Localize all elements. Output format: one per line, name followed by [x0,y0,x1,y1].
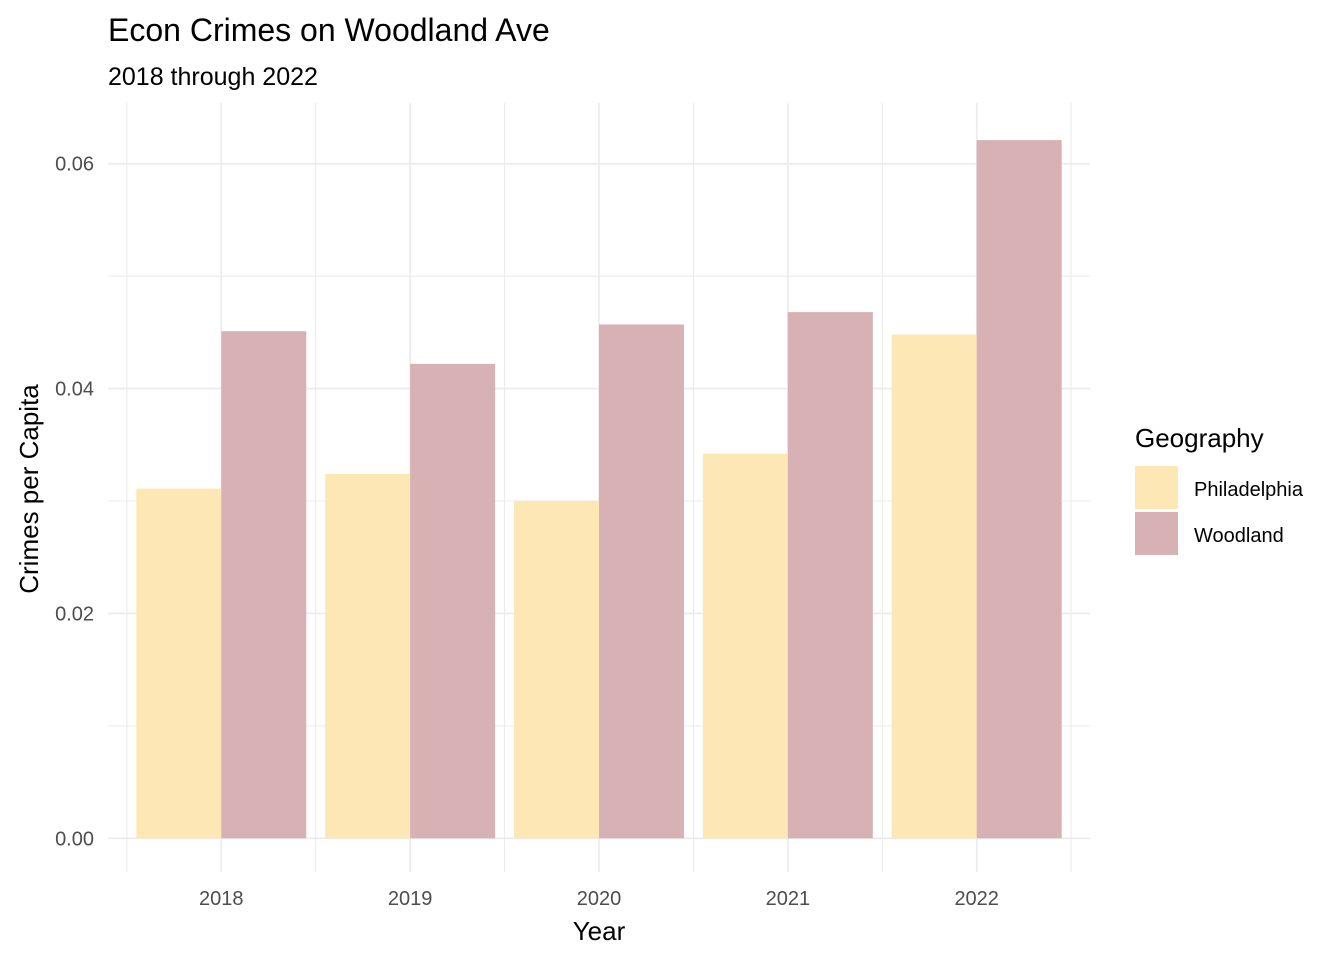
x-tick-label: 2018 [199,888,244,910]
bar-philadelphia-2021 [702,453,788,839]
legend-items: Philadelphia Woodland [1135,466,1304,555]
bar-philadelphia-2019 [325,474,411,839]
bar-woodland-2020 [599,324,684,839]
legend-label-philadelphia: Philadelphia [1194,479,1304,501]
bar-woodland-2019 [410,363,496,839]
chart-subtitle: 2018 through 2022 [108,63,318,91]
legend-title: Geography [1135,423,1264,453]
bar-philadelphia-2020 [514,500,599,839]
y-tick-label: 0.02 [55,603,94,625]
x-axis-label: Year [573,916,626,946]
axis-layer: 0.00 0.02 0.04 0.06 2018 2019 2020 2021 2022 [55,154,999,910]
y-tick-label: 0.04 [55,379,94,401]
bar-woodland-2021 [787,312,873,839]
legend-swatch-philadelphia [1135,466,1178,509]
x-tick-label: 2019 [388,888,433,910]
y-tick-label: 0.00 [55,828,94,850]
bar-woodland-2022 [976,140,1062,839]
bar-woodland-2018 [221,331,307,839]
legend-label-woodland: Woodland [1194,525,1284,547]
legend: Geography Philadelphia Woodland [1135,423,1304,555]
x-tick-label: 2021 [766,888,811,910]
x-tick-label: 2022 [954,888,999,910]
y-axis-label: Crimes per Capita [14,384,44,594]
chart-title: Econ Crimes on Woodland Ave [108,12,550,48]
legend-swatch-woodland [1135,512,1178,555]
x-tick-label: 2020 [577,888,622,910]
bar-philadelphia-2018 [136,488,222,839]
y-tick-label: 0.06 [55,154,94,176]
bar-philadelphia-2022 [891,334,977,839]
bars-layer [136,140,1062,839]
